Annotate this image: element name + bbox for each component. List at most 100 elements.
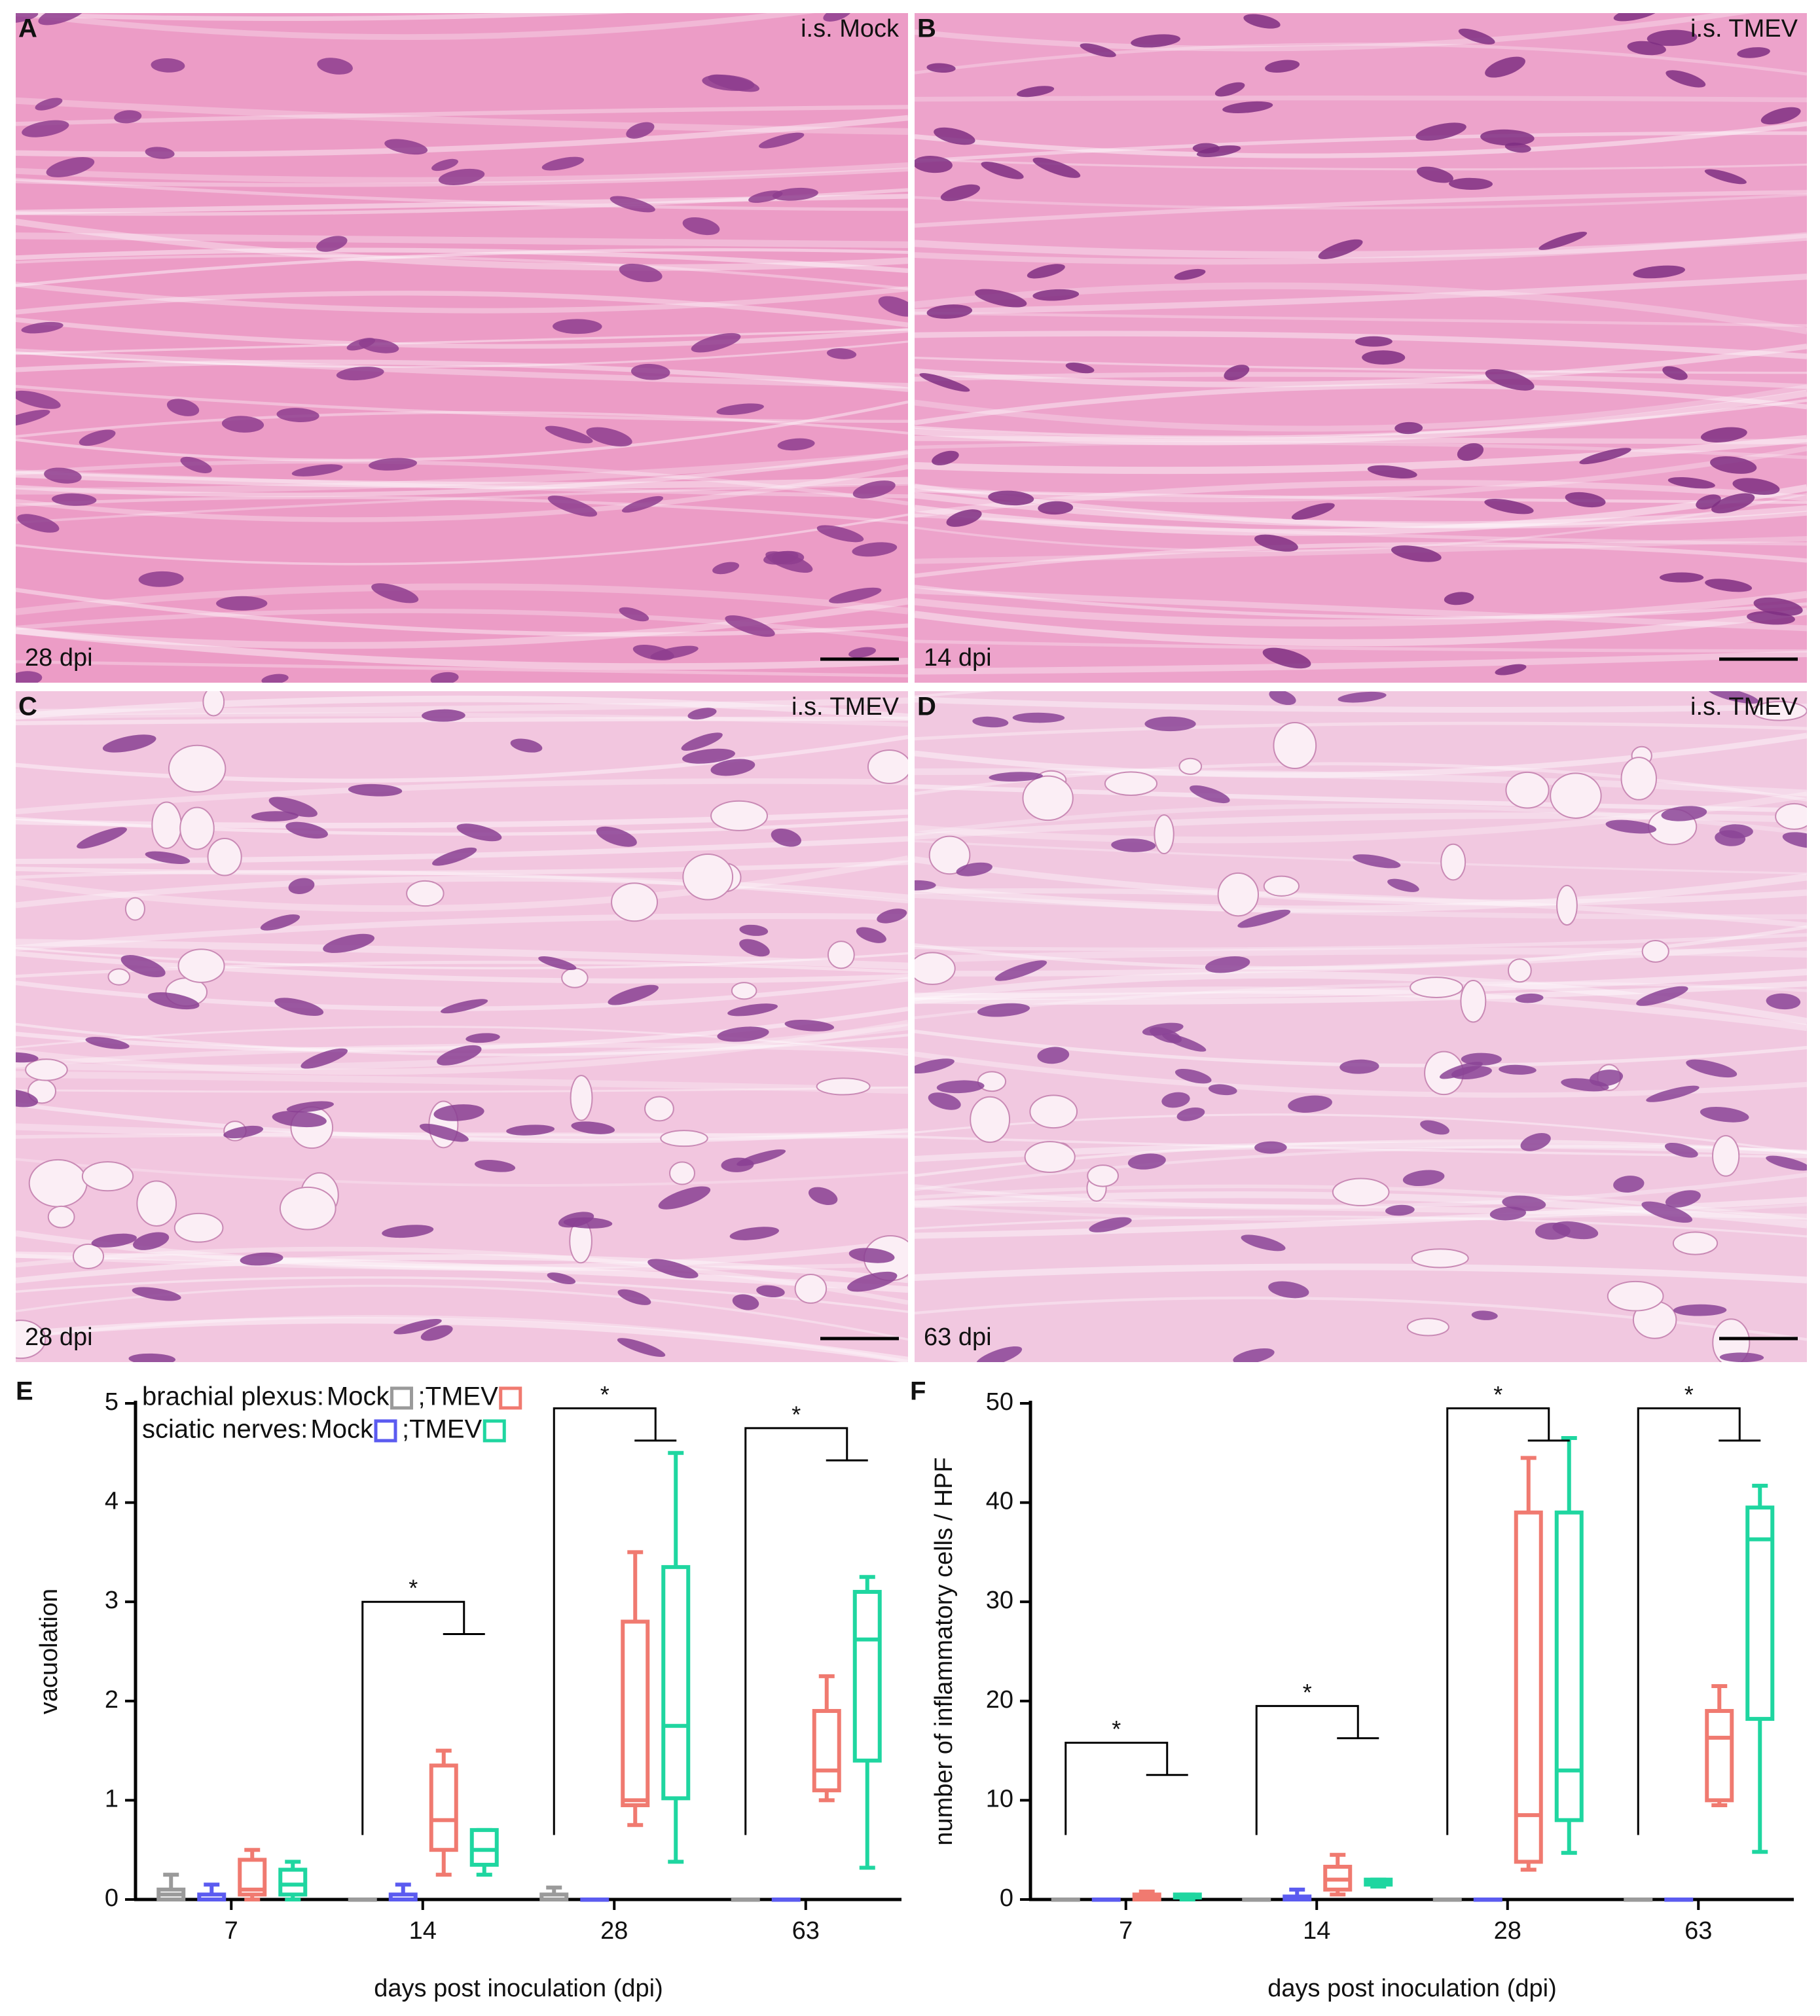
vacuole	[1607, 1280, 1664, 1312]
nucleus	[1415, 122, 1466, 141]
nucleus	[545, 425, 593, 444]
legend-label: TMEV	[409, 1415, 482, 1444]
nucleus	[816, 525, 864, 543]
panel-label: i.s. Mock	[801, 15, 900, 43]
nucleus	[16, 390, 61, 409]
fiber-streak	[915, 542, 1807, 578]
panel-letter: B	[917, 14, 936, 43]
significance-label: *	[409, 1575, 418, 1602]
nucleus	[437, 1045, 482, 1066]
nucleus	[974, 289, 1027, 308]
significance-bracket	[1065, 1741, 1188, 1835]
nucleus	[1111, 838, 1156, 852]
legend-group-label: sciatic nerves:	[142, 1415, 308, 1444]
nucleus	[1161, 1092, 1190, 1108]
nucleus	[1362, 350, 1406, 365]
vacuole	[1507, 958, 1532, 983]
fiber-streak	[915, 588, 1807, 632]
nucleus	[1222, 101, 1273, 113]
fiber-streak	[915, 484, 1807, 536]
fiber-streak	[915, 513, 1807, 546]
y-tick-label: 30	[986, 1587, 1013, 1614]
nucleus	[102, 734, 156, 753]
nucleus	[1538, 232, 1588, 250]
nucleus	[571, 1121, 615, 1134]
fiber-streak	[16, 626, 908, 670]
fiber-streak	[16, 410, 908, 438]
nucleus	[120, 955, 166, 978]
nucleus	[619, 607, 649, 622]
nucleus	[393, 1318, 442, 1335]
nucleus	[474, 1160, 516, 1172]
nucleus	[1613, 1176, 1645, 1193]
nucleus	[1037, 1047, 1070, 1064]
histology-image	[915, 13, 1807, 683]
nucleus	[553, 319, 602, 334]
vacuole	[928, 835, 971, 875]
nucleus	[276, 408, 319, 422]
vacuole	[1672, 1231, 1719, 1255]
nucleus	[739, 924, 769, 936]
box	[1514, 1510, 1543, 1864]
fiber-streak	[16, 359, 908, 392]
nucleus	[1686, 1059, 1738, 1078]
nucleus	[268, 797, 318, 818]
fiber-streak	[915, 435, 1807, 475]
nucleus	[1732, 478, 1780, 495]
significance-label: *	[1684, 1381, 1694, 1408]
fiber-streak	[16, 340, 908, 369]
fiber-streak	[915, 933, 1807, 951]
nucleus	[16, 409, 50, 427]
nucleus	[323, 933, 374, 953]
panel-label: i.s. TMEV	[1690, 15, 1798, 43]
fiber-streak	[16, 734, 908, 783]
vacuole	[168, 744, 227, 793]
nucleus	[1391, 545, 1442, 562]
nucleus	[1705, 579, 1753, 592]
x-tick-label: 14	[1303, 1917, 1330, 1945]
fiber-streak	[915, 399, 1807, 439]
nucleus	[727, 1003, 778, 1017]
vacuole	[1751, 700, 1807, 721]
box	[1705, 1708, 1734, 1803]
significance-label: *	[1303, 1679, 1312, 1706]
nucleus	[1080, 43, 1116, 58]
fiber-streak	[16, 912, 908, 952]
fiber-streak	[16, 495, 908, 525]
vacuole	[731, 982, 757, 1000]
legend-group-label: brachial plexus:	[142, 1382, 324, 1411]
nucleus	[1190, 785, 1230, 804]
nucleus	[1535, 1223, 1571, 1240]
nucleus	[808, 1187, 838, 1206]
nucleus	[384, 139, 428, 155]
vacuole	[1440, 843, 1466, 881]
nucleus	[16, 1089, 39, 1107]
fiber-streak	[915, 888, 1807, 928]
vacuole	[1550, 772, 1602, 819]
nucleus	[563, 1217, 613, 1229]
fiber-streak	[915, 493, 1807, 552]
nucleus	[251, 811, 299, 821]
nucleus	[716, 403, 764, 416]
fiber-streak	[16, 875, 908, 909]
fiber-streak	[16, 513, 908, 566]
histology-image	[16, 691, 908, 1362]
vacuole	[202, 691, 225, 717]
nucleus	[784, 1019, 835, 1032]
fiber-streak	[16, 860, 908, 876]
fiber-streak	[16, 946, 908, 969]
nucleus	[772, 550, 805, 565]
vacuole	[1104, 771, 1158, 796]
nucleus	[1417, 166, 1454, 183]
nucleus	[1710, 456, 1757, 474]
box	[278, 1867, 308, 1897]
nucleus	[114, 110, 142, 124]
y-tick-label: 50	[986, 1388, 1013, 1416]
nucleus	[586, 427, 632, 447]
fiber-streak	[915, 1136, 1807, 1159]
nucleus	[1355, 336, 1392, 347]
vacuole	[1505, 771, 1550, 809]
nucleus	[147, 992, 200, 1010]
y-tick-label: 1	[105, 1785, 118, 1812]
